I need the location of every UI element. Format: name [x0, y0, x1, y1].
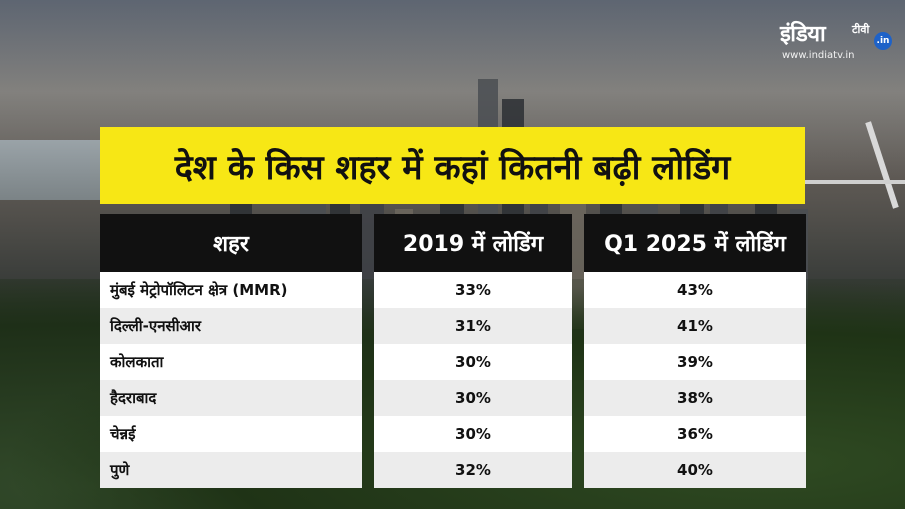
india-tv-logo: इंडिया टीवी .in www.indiatv.in — [780, 18, 895, 66]
logo-name: इंडिया — [780, 22, 826, 47]
header-2019: 2019 में लोडिंग — [374, 214, 572, 272]
bridge-pylon — [865, 121, 899, 209]
cell-city: कोलकाता — [100, 344, 362, 380]
cell-q1-2025: 40% — [584, 452, 806, 488]
logo-in-badge: .in — [874, 32, 892, 50]
page-title: देश के किस शहर में कहां कितनी बढ़ी लोडिं… — [174, 147, 731, 188]
cell-2019: 32% — [374, 452, 572, 488]
cell-city: हैदराबाद — [100, 380, 362, 416]
header-city: शहर — [100, 214, 362, 272]
column-q1-2025: Q1 2025 में लोडिंग 43% 41% 39% 38% 36% 4… — [584, 214, 806, 488]
bridge-deck — [795, 180, 905, 184]
cell-q1-2025: 38% — [584, 380, 806, 416]
column-city: शहर मुंबई मेट्रोपॉलिटन क्षेत्र (MMR) दिल… — [100, 214, 362, 488]
cell-city: पुणे — [100, 452, 362, 488]
title-banner: देश के किस शहर में कहां कितनी बढ़ी लोडिं… — [100, 127, 805, 204]
cell-2019: 30% — [374, 416, 572, 452]
cell-2019: 30% — [374, 344, 572, 380]
logo-tv: टीवी — [852, 23, 870, 36]
cell-q1-2025: 43% — [584, 272, 806, 308]
header-q1-2025: Q1 2025 में लोडिंग — [584, 214, 806, 272]
cell-city: मुंबई मेट्रोपॉलिटन क्षेत्र (MMR) — [100, 272, 362, 308]
cell-q1-2025: 36% — [584, 416, 806, 452]
cell-2019: 33% — [374, 272, 572, 308]
column-2019: 2019 में लोडिंग 33% 31% 30% 30% 30% 32% — [374, 214, 572, 488]
cell-city: चेन्नई — [100, 416, 362, 452]
cell-q1-2025: 39% — [584, 344, 806, 380]
logo-url: www.indiatv.in — [782, 50, 855, 61]
cell-2019: 31% — [374, 308, 572, 344]
cell-q1-2025: 41% — [584, 308, 806, 344]
cell-city: दिल्ली-एनसीआर — [100, 308, 362, 344]
cell-2019: 30% — [374, 380, 572, 416]
